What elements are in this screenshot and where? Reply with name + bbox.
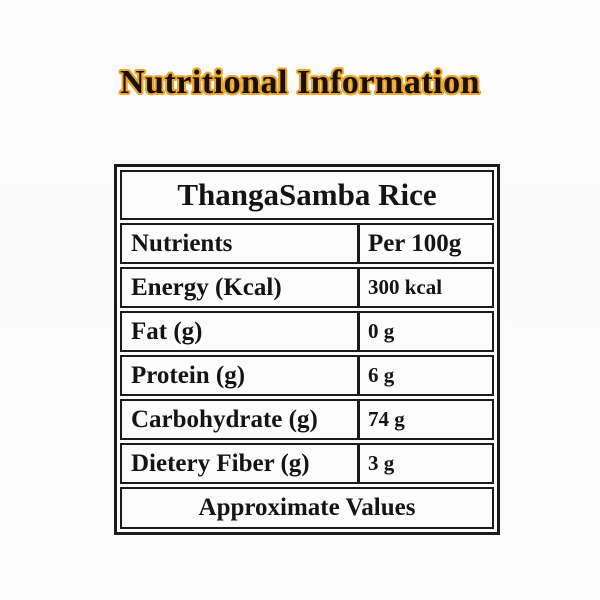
nutrient-label: Carbohydrate (g) [131,405,318,433]
column-header-per-100g: Per 100g [356,225,492,262]
column-header-nutrients: Nutrients [131,229,233,257]
nutrient-label: Protein (g) [131,361,246,389]
page-title: Nutritional Information [120,64,480,101]
table-row-fat: Fat (g) 0 g [120,311,494,352]
table-row-energy: Energy (Kcal) 300 kcal [120,267,494,308]
product-name-row: ThangaSamba Rice [120,170,494,220]
approximate-values-note: Approximate Values [198,494,416,521]
table-row-dietery-fiber: Dietery Fiber (g) 3 g [120,443,494,484]
nutrient-label: Energy (Kcal) [131,273,282,301]
nutrient-label: Dietery Fiber (g) [131,449,310,477]
table-footer-row: Approximate Values [120,487,494,529]
table-row-protein: Protein (g) 6 g [120,355,494,396]
nutrient-value: 0 g [356,313,492,350]
nutrient-value: 74 g [356,401,492,438]
table-row-carbohydrate: Carbohydrate (g) 74 g [120,399,494,440]
nutrient-value: 6 g [356,357,492,394]
nutrient-value: 300 kcal [356,269,492,306]
nutrient-value: 3 g [356,445,492,482]
nutrient-label: Fat (g) [131,317,203,345]
column-header-row: Nutrients Per 100g [120,223,494,264]
product-name: ThangaSamba Rice [177,177,437,212]
nutrition-table: ThangaSamba Rice Nutrients Per 100g Ener… [114,164,500,535]
